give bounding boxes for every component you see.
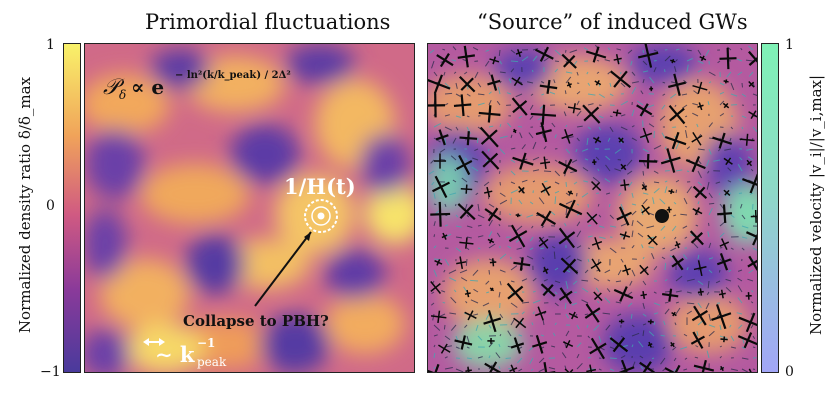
- svg-text:δ: δ: [119, 88, 126, 102]
- left-colorbar-label: Normalized density ratio δ/δ_max: [16, 76, 34, 334]
- right-panel-title: “Source” of induced GWs: [477, 10, 748, 34]
- shear-markers: [428, 44, 757, 372]
- svg-text:−1: −1: [197, 336, 215, 350]
- svg-text:1/H(t): 1/H(t): [284, 174, 356, 199]
- scale-marker: ∼ k −1 peak: [143, 336, 227, 369]
- primordial-fluctuations-plot: 𝒫 δ ∝ e − ln²(k/k_peak) / 2Δ² 1/H(t) Col…: [84, 43, 415, 373]
- svg-text:∼ k: ∼ k: [155, 342, 195, 367]
- velocity-field: [428, 44, 757, 372]
- right-colorbar-tick-bottom: 0: [785, 364, 794, 380]
- svg-text:− ln²(k/k_peak) / 2Δ²: − ln²(k/k_peak) / 2Δ²: [175, 70, 291, 81]
- svg-text:peak: peak: [197, 355, 227, 369]
- left-colorbar-tick-bottom: −1: [40, 364, 61, 380]
- collapse-site-marker: [655, 209, 669, 223]
- left-colorbar-tick-top: 1: [46, 37, 55, 53]
- left-panel-title: Primordial fluctuations: [145, 10, 391, 34]
- svg-text:∝ e: ∝ e: [131, 75, 164, 99]
- collapse-arrow: [254, 231, 312, 307]
- right-colorbar: [761, 43, 779, 373]
- right-colorbar-tick-top: 1: [785, 37, 794, 53]
- induced-gw-source-plot: [427, 43, 758, 373]
- left-colorbar: [63, 43, 81, 373]
- left-colorbar-tick-mid: 0: [46, 198, 55, 214]
- collapse-label: Collapse to PBH?: [183, 312, 329, 330]
- hubble-horizon-marker: 1/H(t): [284, 174, 356, 233]
- power-spectrum-formula: 𝒫 δ ∝ e − ln²(k/k_peak) / 2Δ²: [103, 70, 291, 102]
- right-colorbar-label: Normalized velocity |v_i|/|v_i,max|: [807, 74, 825, 336]
- density-field: 𝒫 δ ∝ e − ln²(k/k_peak) / 2Δ² 1/H(t) Col…: [85, 44, 414, 372]
